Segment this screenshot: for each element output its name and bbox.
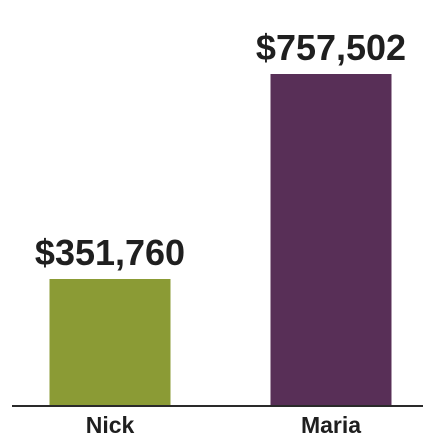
- category-labels-layer: Nick Maria: [86, 412, 362, 438]
- bar-nick: [50, 279, 171, 406]
- category-label-maria: Maria: [301, 412, 361, 438]
- value-label-maria: $757,502: [256, 27, 406, 68]
- category-label-nick: Nick: [86, 412, 135, 438]
- value-label-nick: $351,760: [35, 232, 185, 273]
- bar-maria: [271, 74, 392, 406]
